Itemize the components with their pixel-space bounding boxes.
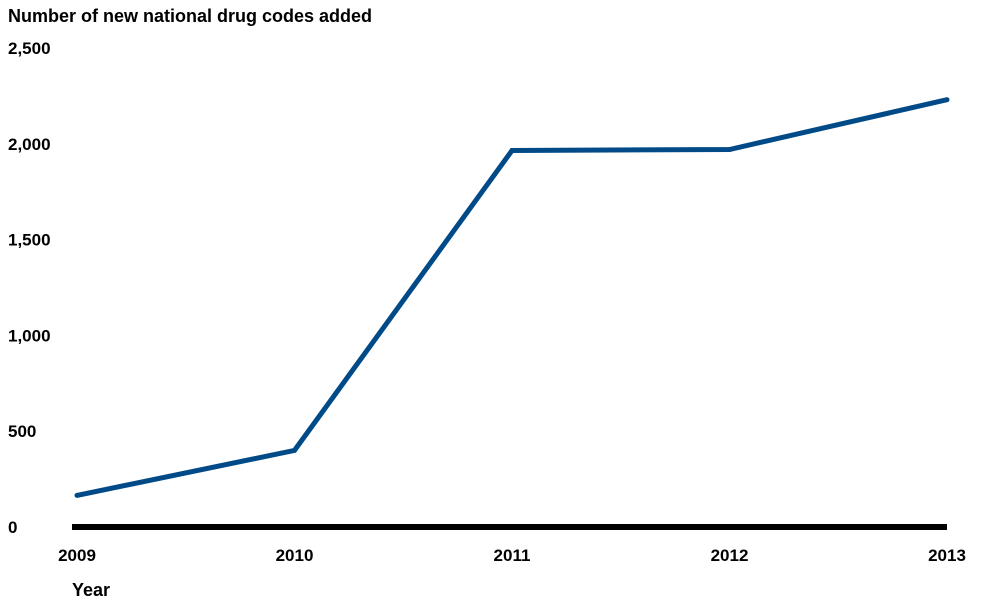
y-axis-ticks: 0 500 1,000 1,500 2,000 2,500: [8, 39, 51, 537]
x-axis-title: Year: [72, 580, 110, 599]
y-tick-label: 2,500: [8, 39, 51, 58]
y-tick-label: 1,500: [8, 231, 51, 250]
y-tick-label: 500: [8, 422, 36, 441]
x-tick-label: 2011: [494, 546, 531, 565]
x-tick-label: 2013: [928, 546, 966, 565]
series-layer: [74, 97, 950, 498]
data-point: [944, 97, 950, 103]
data-point: [74, 492, 80, 498]
data-point: [292, 447, 297, 453]
data-point: [727, 147, 732, 153]
x-tick-label: 2009: [58, 546, 96, 565]
y-tick-label: 0: [8, 518, 17, 537]
x-tick-label: 2012: [711, 546, 749, 565]
x-axis-ticks: 2009 2010 2011 2012 2013: [58, 546, 966, 565]
y-axis-title: Number of new national drug codes added: [8, 6, 372, 26]
x-tick-label: 2010: [276, 546, 314, 565]
data-point: [509, 148, 515, 154]
y-tick-label: 2,000: [8, 135, 51, 154]
y-tick-label: 1,000: [8, 326, 51, 345]
series-line: [76, 97, 948, 498]
